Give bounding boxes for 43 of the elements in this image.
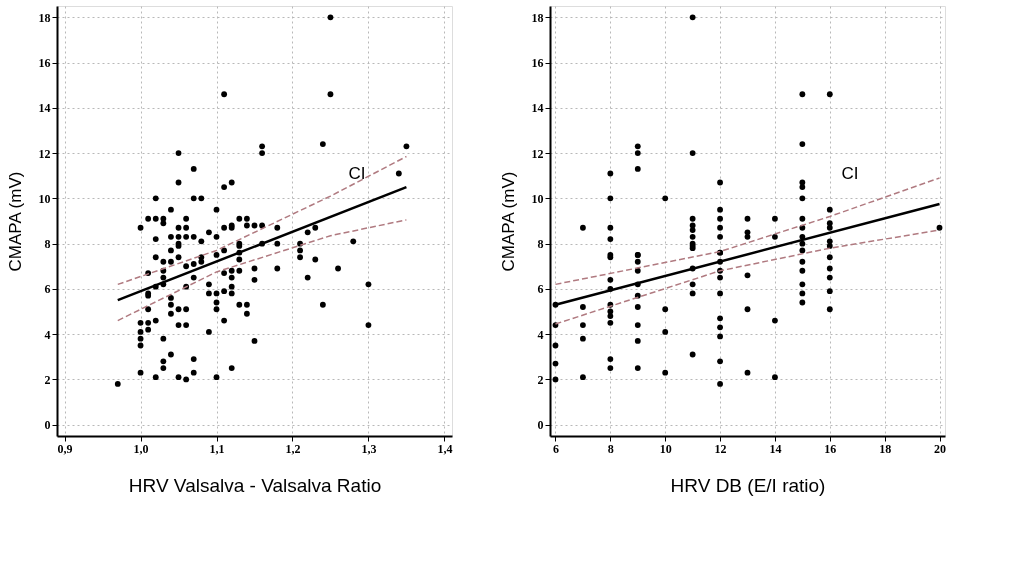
y-tick-label: 4: [537, 327, 544, 342]
y-tick-label: 8: [537, 237, 544, 252]
y-tick-label: 16: [38, 56, 51, 71]
x-tick-label: 8: [607, 441, 614, 456]
y-tick-label: 12: [38, 146, 51, 161]
y-tick-label: 14: [38, 101, 51, 116]
y-tick-label: 0: [537, 418, 544, 433]
x-tick-label: 18: [879, 441, 892, 456]
x-tick-label: 12: [714, 441, 727, 456]
x-tick-label: 1,2: [285, 441, 301, 456]
y-tick-label: 0: [44, 418, 51, 433]
line-series: [117, 155, 408, 286]
y-axis-title: CMAPA (mV): [498, 171, 518, 272]
line-series: [554, 177, 941, 286]
line-series: [117, 219, 408, 322]
y-tick-label: 12: [531, 146, 544, 161]
y-tick-label: 2: [537, 372, 544, 387]
annotation: CI: [841, 164, 859, 183]
x-tick-label: 16: [824, 441, 837, 456]
y-tick-label: 10: [531, 191, 544, 206]
x-tick-label: 1,1: [209, 441, 225, 456]
y-tick-label: 2: [44, 372, 51, 387]
y-tick-label: 6: [537, 282, 544, 297]
y-tick-label: 14: [531, 101, 544, 116]
y-tick-label: 16: [531, 56, 544, 71]
annotation: CI: [348, 164, 366, 183]
y-tick-label: 6: [44, 282, 51, 297]
y-axis-title: CMAPA (mV): [5, 171, 25, 272]
x-tick-label: 1,4: [437, 441, 453, 456]
y-tick-label: 18: [531, 10, 544, 25]
x-tick-label: 1,3: [361, 441, 377, 456]
x-tick-label: 0,9: [57, 441, 73, 456]
y-tick-label: 4: [44, 327, 51, 342]
x-tick-label: 10: [659, 441, 672, 456]
y-tick-label: 8: [44, 237, 51, 252]
x-tick-label: 14: [769, 441, 782, 456]
y-tick-label: 18: [38, 10, 51, 25]
x-tick-label: 1,0: [133, 441, 149, 456]
x-tick-label: 6: [552, 441, 559, 456]
x-tick-label: 20: [934, 441, 947, 456]
y-tick-label: 10: [38, 191, 51, 206]
x-axis-title: HRV Valsalva - Valsalva Ratio: [128, 474, 382, 496]
x-axis-title: HRV DB (E/I ratio): [670, 474, 826, 496]
